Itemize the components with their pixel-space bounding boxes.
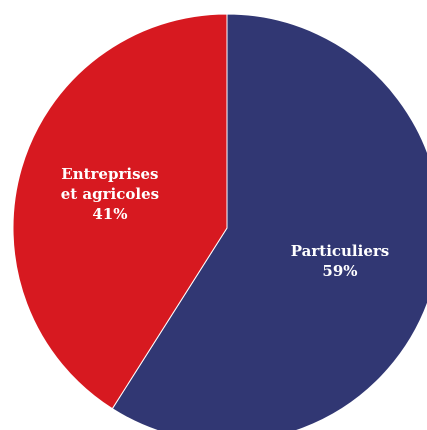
pie-slices <box>12 13 427 430</box>
slice-label-line: 59% <box>322 262 357 280</box>
pie-slice-particuliers <box>111 13 427 430</box>
slice-label-line: Particuliers <box>291 242 389 260</box>
slice-label-line: Entreprises <box>61 165 158 183</box>
slice-label-line: 41% <box>92 205 127 223</box>
pie-slice-entreprises-et-agricoles <box>12 13 228 410</box>
pie-labels: Particuliers 59% Entreprises et agricoles 41… <box>61 165 389 280</box>
slice-label-line: et agricoles <box>61 185 159 203</box>
slice-label-entreprises-et-agricoles: Entreprises et agricoles 41% <box>61 165 159 223</box>
slice-label-particuliers: Particuliers 59% <box>291 242 389 280</box>
